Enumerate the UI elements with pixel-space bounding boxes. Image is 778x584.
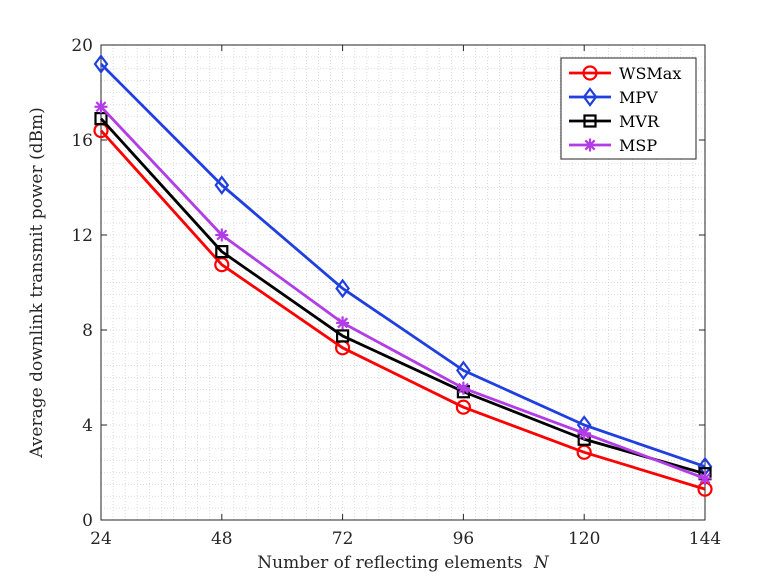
data-point-circle <box>455 399 471 415</box>
asterisk-stroke <box>337 317 349 329</box>
data-point-asterisk <box>336 316 350 330</box>
x-tick-label: 96 <box>453 529 475 549</box>
x-axis-label: Number of reflecting elements N <box>257 553 550 573</box>
y-tick-label: 12 <box>71 226 93 246</box>
series-mpv <box>93 54 713 477</box>
data-point-asterisk <box>583 138 597 152</box>
series-line <box>99 117 706 476</box>
y-tick-label: 0 <box>82 511 93 531</box>
data-point-square <box>583 114 597 128</box>
data-point-asterisk <box>577 426 591 440</box>
y-axis-label: Average downlink transmit power (dBm) <box>27 107 47 459</box>
data-point-circle <box>582 65 598 81</box>
data-point-diamond <box>582 87 598 107</box>
asterisk-stroke <box>95 101 107 113</box>
data-point-asterisk <box>215 228 229 242</box>
series-line <box>100 63 706 468</box>
data-point-diamond <box>456 360 471 381</box>
plot-frame <box>100 44 706 521</box>
data-point-diamond <box>93 54 109 74</box>
data-point-diamond <box>214 175 230 195</box>
legend-label: MSP <box>619 136 657 155</box>
x-axis-label-variable: N <box>533 553 550 573</box>
data-point-diamond <box>335 278 350 299</box>
data-point-asterisk <box>698 471 712 485</box>
legend-item-msp: MSP <box>569 136 657 155</box>
data-point-asterisk <box>94 100 108 114</box>
x-tick-label: 120 <box>568 529 600 549</box>
asterisk-stroke <box>584 139 596 151</box>
x-tick-label: 24 <box>90 529 112 549</box>
data-point-asterisk <box>456 381 470 395</box>
x-tick-label: 144 <box>689 529 721 549</box>
series-line <box>99 105 706 480</box>
y-tick-label: 20 <box>71 36 93 56</box>
y-tick-label: 4 <box>82 416 93 436</box>
x-tick-label: 72 <box>332 529 354 549</box>
legend-item-wsmax: WSMax <box>569 64 681 83</box>
asterisk-stroke <box>699 472 711 484</box>
asterisk-stroke <box>216 229 228 241</box>
series-group <box>93 54 713 497</box>
legend-label: WSMax <box>619 64 681 83</box>
y-tick-label: 16 <box>71 131 93 151</box>
series-line <box>99 129 706 491</box>
legend-label: MVR <box>619 112 660 131</box>
series-msp <box>94 100 712 485</box>
legend-item-mpv: MPV <box>569 87 658 107</box>
legend: WSMax MPV MVR MSP <box>560 57 697 160</box>
grid <box>101 45 705 520</box>
y-tick-label: 8 <box>82 321 93 341</box>
legend-label: MPV <box>619 88 658 107</box>
data-point-square <box>215 245 229 259</box>
x-axis-label-text: Number of reflecting elements <box>257 553 522 573</box>
data-point-square <box>336 329 350 343</box>
x-tick-label: 48 <box>211 529 233 549</box>
asterisk-stroke <box>578 427 590 439</box>
legend-item-mvr: MVR <box>569 112 660 131</box>
asterisk-stroke <box>457 382 469 394</box>
